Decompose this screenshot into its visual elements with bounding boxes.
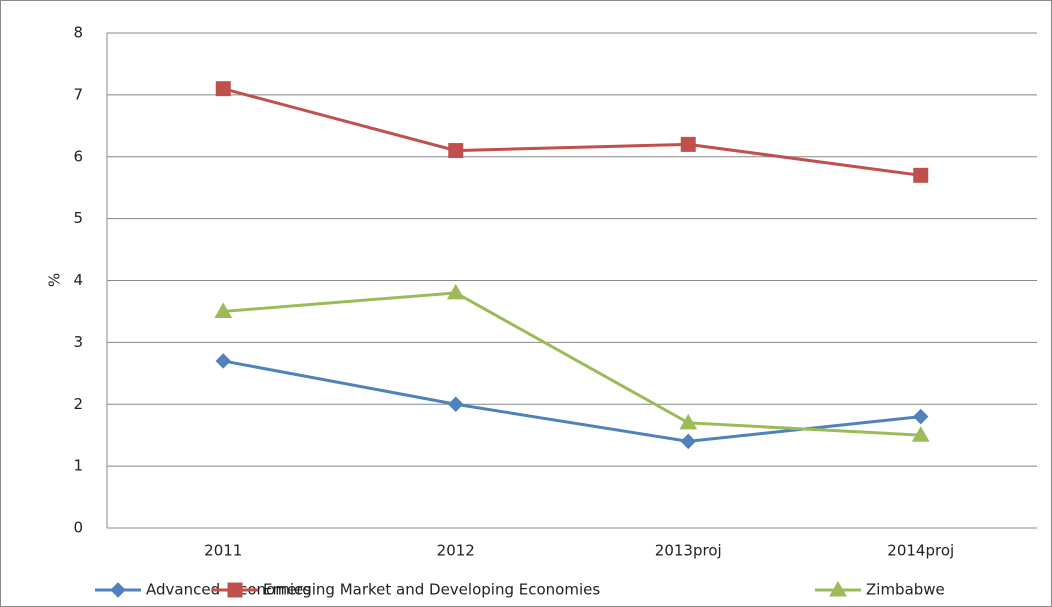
x-tick-label: 2012 <box>437 542 475 560</box>
marker <box>215 353 231 369</box>
y-tick-label: 4 <box>73 271 83 289</box>
marker <box>913 167 929 183</box>
legend-label: Zimbabwe <box>866 581 945 599</box>
y-tick-label: 8 <box>73 24 83 42</box>
y-tick-label: 1 <box>73 457 83 475</box>
series-line <box>222 87 921 177</box>
x-tick-label: 2014proj <box>887 542 954 560</box>
legend-marker <box>110 582 126 598</box>
y-tick-label: 7 <box>73 85 83 103</box>
x-tick-label: 2011 <box>204 542 242 560</box>
y-tick-label: 2 <box>73 395 83 413</box>
marker <box>680 433 696 450</box>
marker <box>214 302 233 318</box>
legend-label: Emerging Market and Developing Economies <box>263 581 600 599</box>
legend-marker <box>829 580 847 597</box>
marker <box>215 81 231 97</box>
y-tick-label: 3 <box>73 333 83 351</box>
marker <box>679 413 698 430</box>
y-tick-label: 6 <box>73 147 83 165</box>
legend-marker <box>227 582 243 598</box>
marker <box>913 408 929 425</box>
marker <box>446 283 465 300</box>
y-tick-label: 5 <box>73 209 83 227</box>
marker <box>448 396 464 412</box>
series-line <box>223 291 921 437</box>
x-tick-label: 2013proj <box>655 542 722 560</box>
y-axis-label: % <box>46 273 64 287</box>
marker <box>680 136 696 152</box>
y-tick-label: 0 <box>73 519 83 537</box>
marker <box>448 143 464 159</box>
marker <box>911 426 930 442</box>
